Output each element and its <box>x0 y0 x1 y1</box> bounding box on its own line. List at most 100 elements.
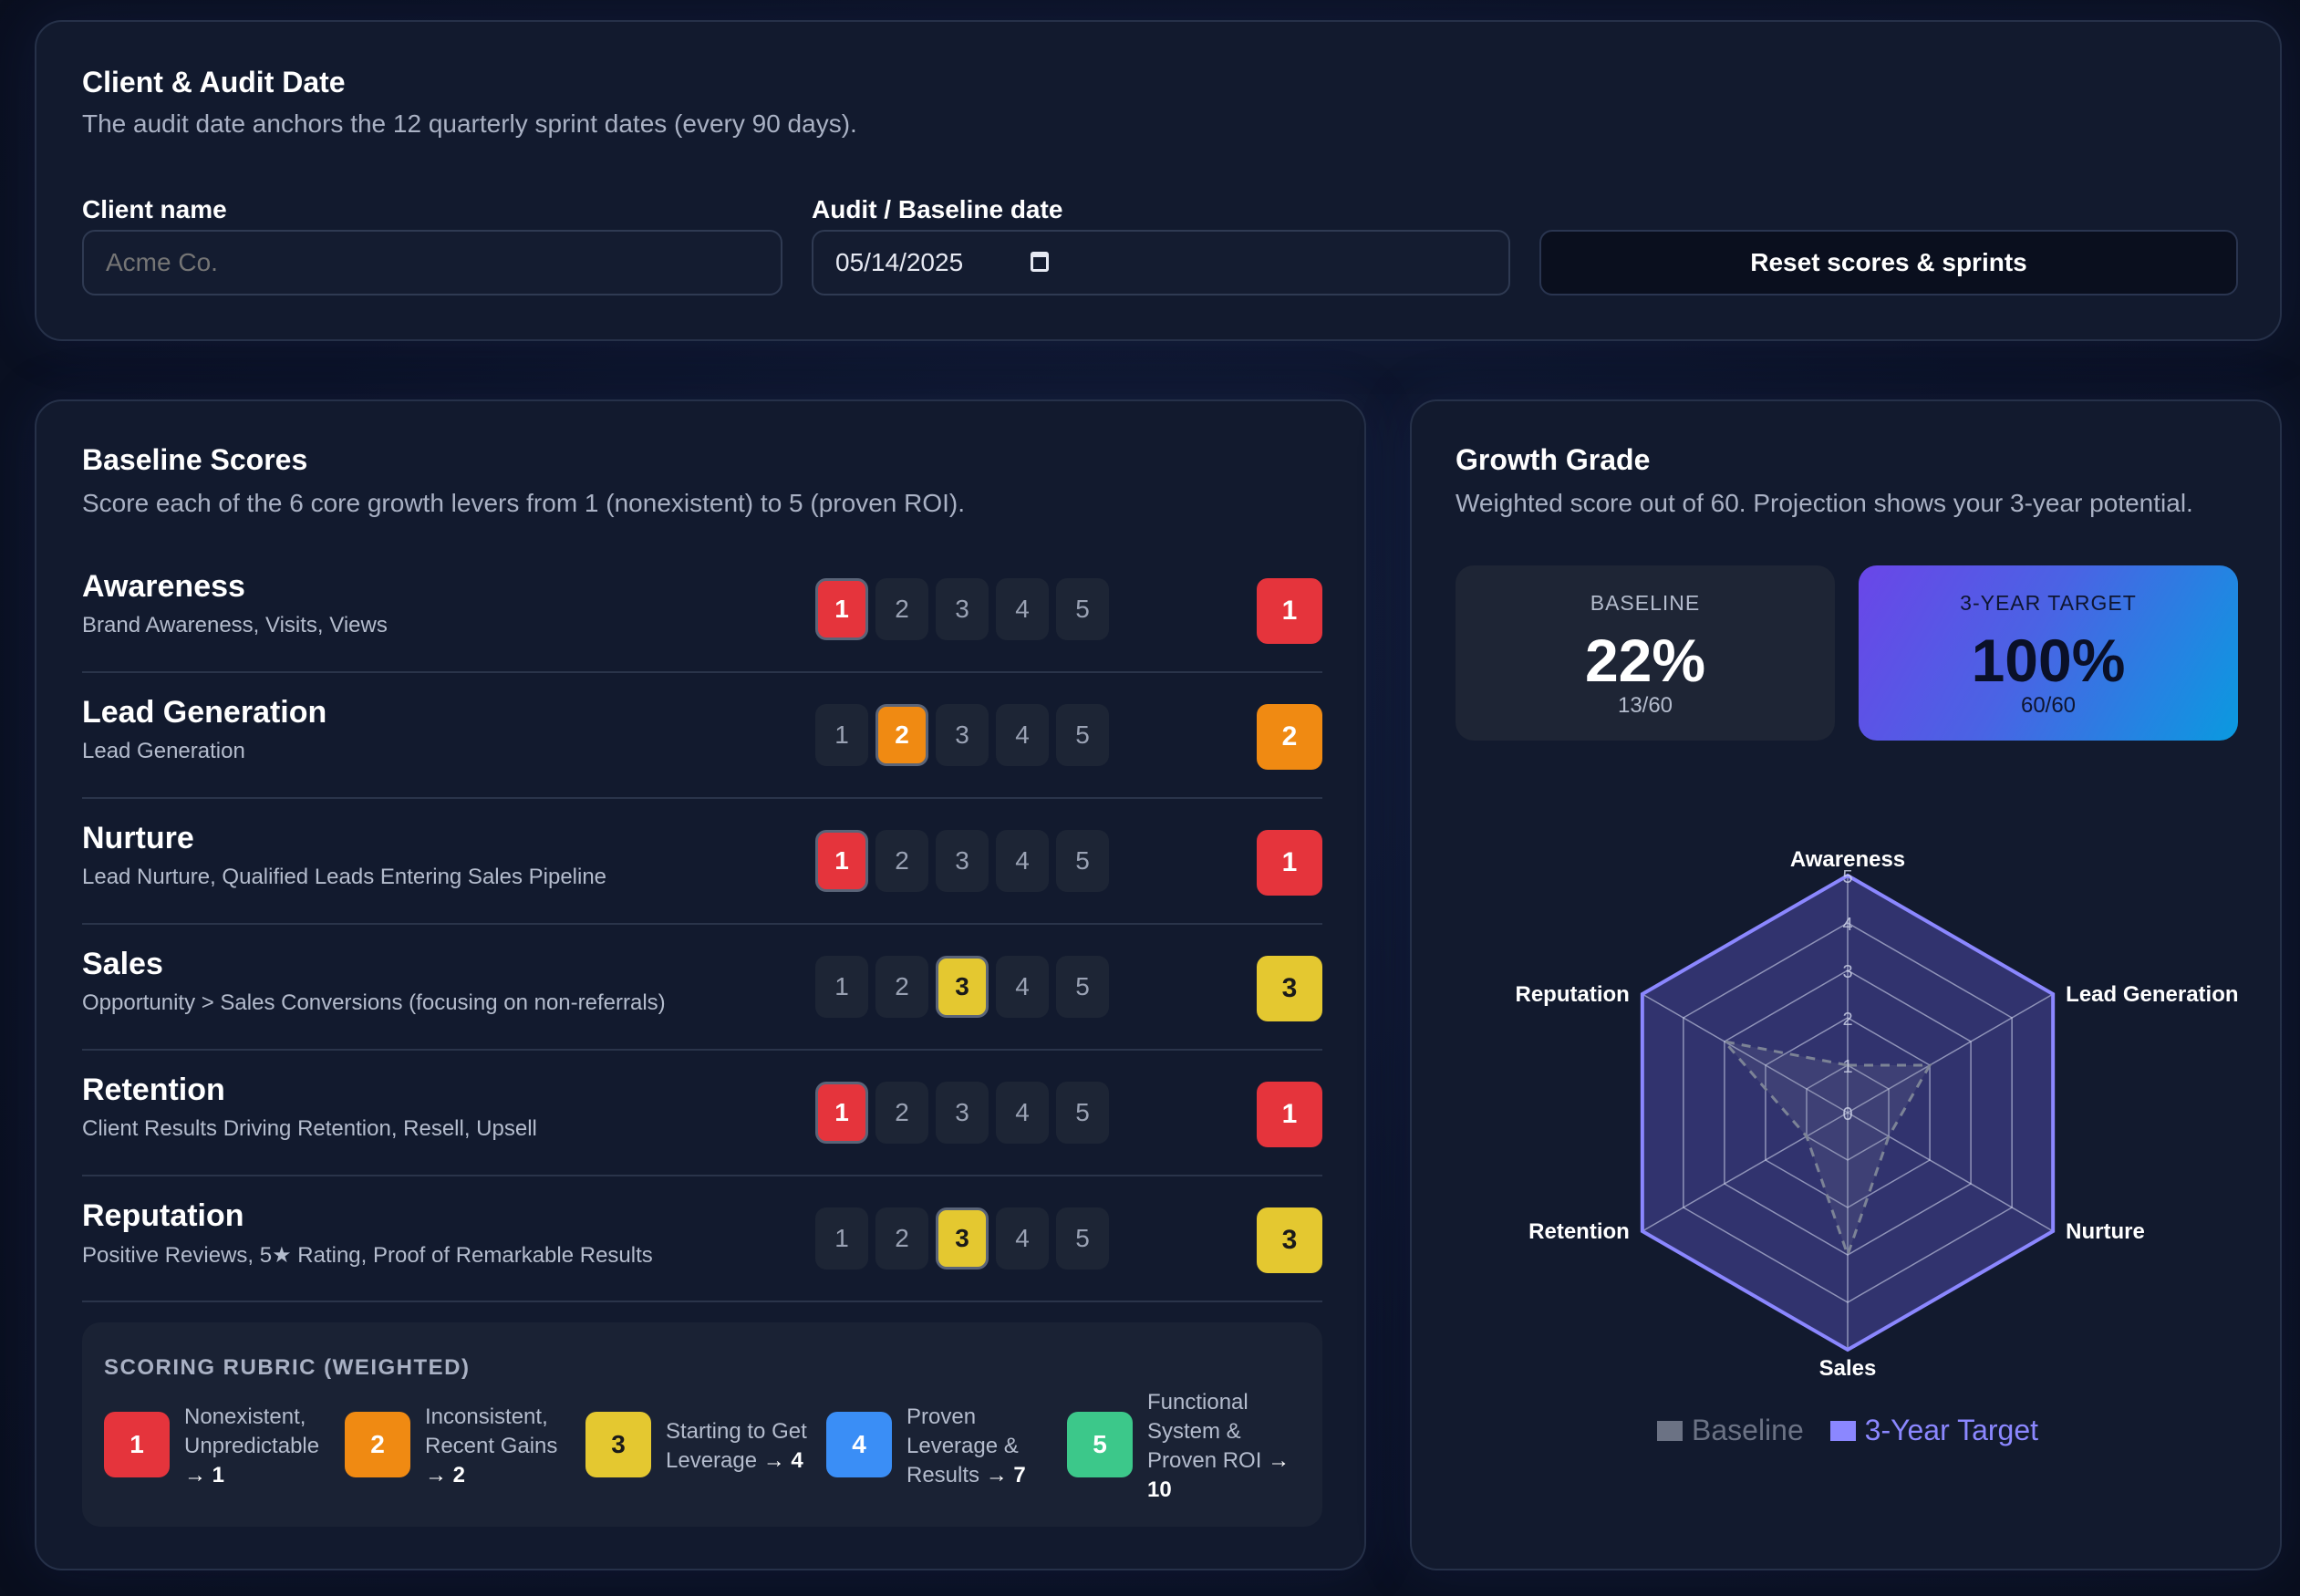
rubric-description: Functional System & Proven ROI → 10 <box>1147 1388 1308 1505</box>
score-option-4[interactable]: 4 <box>996 1082 1049 1144</box>
target-stat-label: 3-YEAR TARGET <box>1960 591 2137 615</box>
score-option-3[interactable]: 3 <box>936 1082 989 1144</box>
score-option-3[interactable]: 3 <box>936 704 989 766</box>
rubric-description: Nonexistent, Unpredictable → 1 <box>184 1403 345 1490</box>
score-option-2[interactable]: 2 <box>875 578 928 640</box>
spoke-1 <box>1847 993 2054 1114</box>
client-name-label: Client name <box>82 195 227 223</box>
baseline-stat-fraction: 13/60 <box>1617 693 1673 718</box>
score-option-5[interactable]: 5 <box>1056 830 1109 892</box>
target-stat: 3-YEAR TARGET 100% 60/60 <box>1859 565 2238 741</box>
legend-baseline-swatch <box>1657 1420 1683 1441</box>
score-option-3[interactable]: 3 <box>936 956 989 1018</box>
lever-row-sales: Sales Opportunity > Sales Conversions (fo… <box>82 925 1322 1051</box>
lever-description: Brand Awareness, Visits, Views <box>82 613 388 637</box>
score-option-5[interactable]: 5 <box>1056 704 1109 766</box>
rubric-description: Proven Leverage & Results → 7 <box>907 1403 1067 1490</box>
reset-scores-button[interactable]: Reset scores & sprints <box>1539 230 2238 295</box>
baseline-stat: BASELINE 22% 13/60 <box>1456 565 1835 741</box>
spoke-4 <box>1642 1112 1849 1232</box>
growth-card-subtitle: Weighted score out of 60. Projection sho… <box>1456 489 2193 517</box>
tick-label: 1 <box>1842 1057 1852 1077</box>
rubric-title: SCORING RUBRIC (WEIGHTED) <box>104 1355 471 1380</box>
rubric-item-2: 2 Inconsistent, Recent Gains → 2 <box>345 1404 585 1487</box>
lever-row-retention: Retention Client Results Driving Retentio… <box>82 1051 1322 1176</box>
rubric-text: Inconsistent, Recent Gains <box>425 1404 558 1458</box>
lever-name: Lead Generation <box>82 695 327 730</box>
calendar-icon[interactable] <box>1031 252 1049 272</box>
tick-label: 5 <box>1842 867 1852 887</box>
baseline-series-line <box>1720 1039 1932 1259</box>
score-option-2[interactable]: 2 <box>875 1082 928 1144</box>
legend-target[interactable]: 3-Year Target <box>1829 1414 2038 1447</box>
audit-date-label: Audit / Baseline date <box>812 195 1063 223</box>
audit-date-input[interactable]: 05/14/2025 <box>812 230 1510 295</box>
score-option-2[interactable]: 2 <box>875 704 928 766</box>
axis-label: Retention <box>1528 1219 1630 1244</box>
score-option-3[interactable]: 3 <box>936 578 989 640</box>
rubric-level-badge: 1 <box>104 1412 170 1477</box>
score-option-1[interactable]: 1 <box>815 704 868 766</box>
rubric-item-5: 5 Functional System & Proven ROI → 10 <box>1067 1390 1308 1502</box>
chart-legend: Baseline 3-Year Target <box>1412 1414 2284 1448</box>
tick-label: 4 <box>1842 915 1852 935</box>
score-option-5[interactable]: 5 <box>1056 578 1109 640</box>
target-series-line <box>1640 873 2056 1352</box>
lever-name: Nurture <box>82 821 194 855</box>
lever-description: Positive Reviews, 5★ Rating, Proof of Re… <box>82 1243 653 1268</box>
tick-label: 2 <box>1842 1010 1852 1030</box>
score-option-3[interactable]: 3 <box>936 830 989 892</box>
score-option-2[interactable]: 2 <box>875 830 928 892</box>
rubric-weight: → 2 <box>425 1463 466 1487</box>
score-option-4[interactable]: 4 <box>996 1207 1049 1270</box>
score-option-2[interactable]: 2 <box>875 956 928 1018</box>
rubric-weight: → 1 <box>184 1463 225 1487</box>
axis-label: Reputation <box>1516 982 1630 1007</box>
lever-row-awareness: Awareness Brand Awareness, Visits, Views 1… <box>82 547 1322 673</box>
lever-description: Client Results Driving Retention, Resell… <box>82 1116 537 1141</box>
score-option-4[interactable]: 4 <box>996 704 1049 766</box>
rubric-text: Nonexistent, Unpredictable <box>184 1404 320 1458</box>
score-option-4[interactable]: 4 <box>996 956 1049 1018</box>
target-stat-value: 100% <box>1971 627 2126 694</box>
score-option-1[interactable]: 1 <box>815 1082 868 1144</box>
lever-description: Lead Generation <box>82 739 245 763</box>
score-option-5[interactable]: 5 <box>1056 1207 1109 1270</box>
rubric-item-4: 4 Proven Leverage & Results → 7 <box>826 1404 1067 1487</box>
tick-label: 0 <box>1842 1104 1852 1124</box>
baseline-card-subtitle: Score each of the 6 core growth levers f… <box>82 489 965 517</box>
client-card-subtitle: The audit date anchors the 12 quarterly … <box>82 109 857 138</box>
score-option-3[interactable]: 3 <box>936 1207 989 1270</box>
rubric-description: Starting to Get Leverage → 4 <box>666 1417 826 1476</box>
score-option-5[interactable]: 5 <box>1056 1082 1109 1144</box>
lever-name: Sales <box>82 947 163 981</box>
lever-name: Reputation <box>82 1198 244 1233</box>
score-option-1[interactable]: 1 <box>815 956 868 1018</box>
score-option-1[interactable]: 1 <box>815 578 868 640</box>
score-option-4[interactable]: 4 <box>996 830 1049 892</box>
score-option-1[interactable]: 1 <box>815 1207 868 1270</box>
rubric-level-badge: 3 <box>585 1412 651 1477</box>
score-option-5[interactable]: 5 <box>1056 956 1109 1018</box>
lever-row-reputation: Reputation Positive Reviews, 5★ Rating, P… <box>82 1176 1322 1302</box>
score-option-2[interactable]: 2 <box>875 1207 928 1270</box>
rubric-level-badge: 5 <box>1067 1412 1133 1477</box>
tick-label: 3 <box>1842 962 1852 982</box>
score-option-1[interactable]: 1 <box>815 830 868 892</box>
legend-target-swatch <box>1829 1420 1856 1441</box>
rubric-item-3: 3 Starting to Get Leverage → 4 <box>585 1412 826 1481</box>
score-badge: 1 <box>1257 1082 1322 1147</box>
score-badge: 1 <box>1257 830 1322 896</box>
rubric-text: Functional System & Proven ROI <box>1147 1390 1262 1473</box>
legend-baseline[interactable]: Baseline <box>1657 1414 1804 1447</box>
score-option-4[interactable]: 4 <box>996 578 1049 640</box>
client-name-input[interactable] <box>82 230 782 295</box>
lever-row-lead-generation: Lead Generation Lead Generation 1 2 3 4 5 2 <box>82 673 1322 799</box>
rubric-item-1: 1 Nonexistent, Unpredictable → 1 <box>104 1404 345 1487</box>
axis-label: Sales <box>1819 1356 1877 1381</box>
